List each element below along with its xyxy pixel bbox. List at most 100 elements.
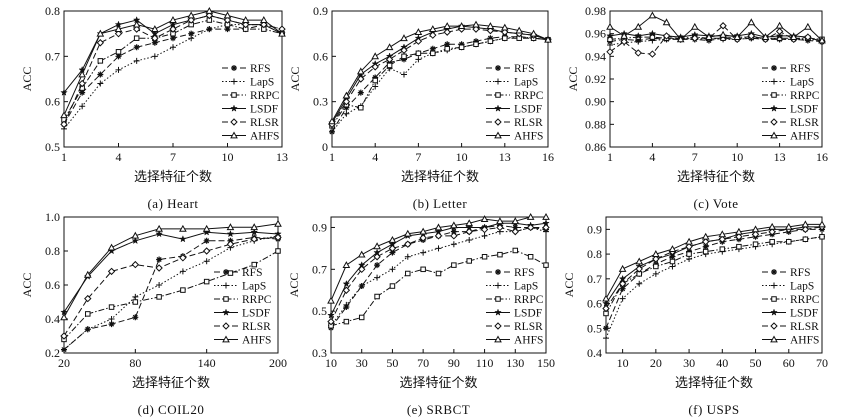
data-point-diamond bbox=[400, 46, 408, 54]
legend-label: LapS bbox=[790, 77, 814, 89]
y-tick-label: 0.7 bbox=[587, 272, 602, 286]
legend-label: AHFS bbox=[250, 131, 279, 143]
data-point-triangle bbox=[96, 29, 105, 37]
data-point-asterisk bbox=[473, 38, 479, 45]
data-point-square bbox=[275, 248, 281, 254]
diamond-marker bbox=[770, 322, 778, 330]
chart-panel: 10 30 50 70 90 110 130 150 0.3 0.5 0.7 0.9 ACC 选择特征个数… bbox=[287, 212, 555, 417]
data-point-square bbox=[752, 241, 759, 247]
data-point-plus bbox=[108, 316, 115, 322]
panel-caption: (a) Heart bbox=[147, 196, 198, 211]
data-point-plus bbox=[404, 253, 411, 260]
legend-label: LSDF bbox=[790, 308, 818, 320]
data-point-triangle bbox=[620, 31, 628, 39]
legend-label: RLSR bbox=[790, 117, 819, 129]
data-point-triangle bbox=[443, 22, 452, 30]
data-point-plus bbox=[652, 270, 659, 277]
data-point-triangle bbox=[651, 250, 660, 257]
plot-frame bbox=[330, 216, 547, 354]
x-tick-label: 7 bbox=[415, 150, 421, 164]
star-marker bbox=[494, 104, 502, 112]
y-tick-label: 0.5 bbox=[45, 140, 60, 154]
data-point-triangle bbox=[690, 22, 699, 30]
data-point-square bbox=[819, 234, 825, 240]
data-point-triangle bbox=[60, 313, 68, 321]
data-point-square bbox=[786, 238, 792, 245]
data-point-triangle bbox=[223, 11, 232, 19]
x-tick-label: 16 bbox=[542, 150, 554, 164]
data-point-plus bbox=[151, 53, 158, 60]
plus-marker bbox=[231, 78, 237, 85]
data-point-diamond bbox=[501, 28, 509, 36]
legend-label: RFS bbox=[790, 267, 810, 279]
data-point-triangle bbox=[83, 270, 92, 278]
x-axis-label: 选择特征个数 bbox=[399, 375, 477, 390]
data-point-triangle bbox=[718, 230, 727, 238]
legend-label: RRPC bbox=[514, 294, 544, 306]
data-point-plus bbox=[420, 249, 427, 256]
data-point-triangle bbox=[278, 29, 286, 37]
data-point-plus bbox=[97, 80, 104, 87]
diamond-marker bbox=[230, 118, 238, 126]
data-point-triangle bbox=[388, 235, 397, 243]
asterisk-marker bbox=[495, 269, 501, 275]
data-point-square bbox=[430, 50, 436, 57]
square-marker bbox=[223, 296, 229, 302]
data-point-diamond bbox=[526, 223, 535, 232]
legend-label: RRPC bbox=[514, 90, 544, 102]
legend-label: AHFS bbox=[514, 131, 543, 143]
y-axis-label: ACC bbox=[287, 273, 301, 298]
square-marker bbox=[771, 92, 777, 98]
legend-label: RFS bbox=[514, 267, 534, 279]
data-point-triangle bbox=[241, 16, 250, 23]
data-point-asterisk bbox=[97, 71, 104, 78]
data-point-diamond bbox=[434, 232, 443, 240]
data-point-square bbox=[444, 46, 450, 52]
data-point-diamond bbox=[205, 11, 214, 20]
data-point-diamond bbox=[648, 50, 657, 58]
data-point-diamond bbox=[226, 240, 235, 248]
data-point-triangle bbox=[131, 231, 140, 239]
data-point-plus bbox=[115, 66, 122, 73]
data-point-triangle bbox=[450, 221, 458, 229]
data-point-diamond bbox=[357, 75, 365, 83]
diamond-marker bbox=[770, 118, 778, 126]
legend-label: AHFS bbox=[790, 131, 819, 143]
data-point-diamond bbox=[187, 16, 195, 24]
data-point-triangle bbox=[107, 243, 116, 251]
data-point-plus bbox=[636, 280, 643, 287]
data-point-diamond bbox=[241, 20, 250, 29]
data-point-plus bbox=[170, 44, 176, 51]
data-point-asterisk bbox=[374, 262, 381, 269]
data-point-asterisk bbox=[224, 26, 231, 33]
series-ahfs bbox=[602, 220, 826, 302]
data-point-plus bbox=[188, 35, 195, 42]
legend-label: LapS bbox=[242, 281, 266, 293]
data-point-triangle bbox=[784, 222, 793, 230]
data-point-diamond bbox=[260, 20, 268, 29]
x-tick-label: 50 bbox=[386, 356, 398, 370]
data-point-diamond bbox=[735, 233, 743, 241]
data-point-square bbox=[420, 266, 426, 273]
data-point-plus bbox=[61, 346, 67, 353]
plot-frame bbox=[605, 216, 823, 354]
x-tick-label: 20 bbox=[650, 356, 662, 370]
star-marker bbox=[222, 308, 230, 316]
data-point-asterisk bbox=[429, 45, 436, 52]
data-point-triangle bbox=[480, 215, 489, 222]
chart-panel: 20 80 140 200 0.2 0.4 0.6 0.8 1.0 ACC 选择特征个数 (d) CO… bbox=[20, 210, 287, 417]
y-tick-label: 0.92 bbox=[585, 72, 606, 86]
y-axis-label: ACC bbox=[20, 67, 34, 92]
x-tick-label: 13 bbox=[499, 150, 511, 164]
data-point-asterisk bbox=[343, 104, 350, 111]
data-point-triangle bbox=[403, 229, 412, 237]
data-point-asterisk bbox=[512, 224, 519, 231]
data-point-star bbox=[226, 229, 235, 238]
legend-label: RLSR bbox=[514, 321, 543, 333]
data-point-diamond bbox=[511, 227, 519, 236]
data-point-square bbox=[497, 251, 503, 258]
data-point-star bbox=[648, 29, 657, 37]
